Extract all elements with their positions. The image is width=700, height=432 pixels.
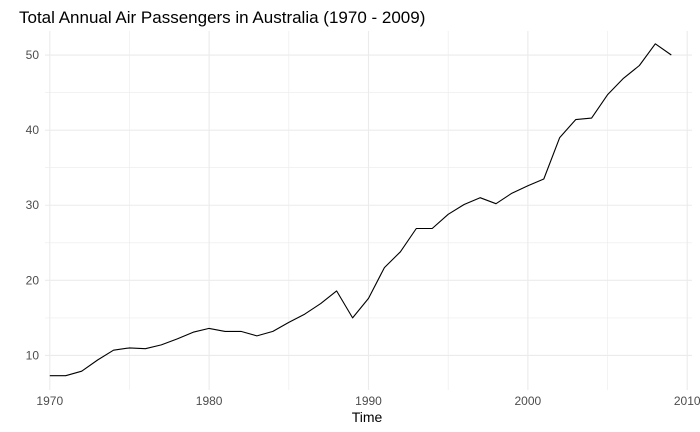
y-tick-label: 40 [26,123,40,137]
series-group [49,43,672,377]
x-tick-label: 1990 [355,394,382,408]
x-tick-label: 1980 [196,394,223,408]
y-tick-label: 10 [26,348,40,362]
x-axis-ticks: 1970 1980 1990 2000 2010 [36,394,700,408]
x-tick-label: 2000 [515,394,542,408]
y-tick-label: 30 [26,198,40,212]
x-axis-title: Time [352,409,383,425]
y-tick-label: 50 [26,48,40,62]
x-tick-label: 2010 [674,394,700,408]
x-tick-label: 1970 [36,394,63,408]
y-tick-label: 20 [26,273,40,287]
grid [45,31,692,390]
series-line [49,43,672,377]
chart-title: Total Annual Air Passengers in Australia… [19,8,425,27]
y-axis-ticks: 10 20 30 40 50 [26,48,40,362]
